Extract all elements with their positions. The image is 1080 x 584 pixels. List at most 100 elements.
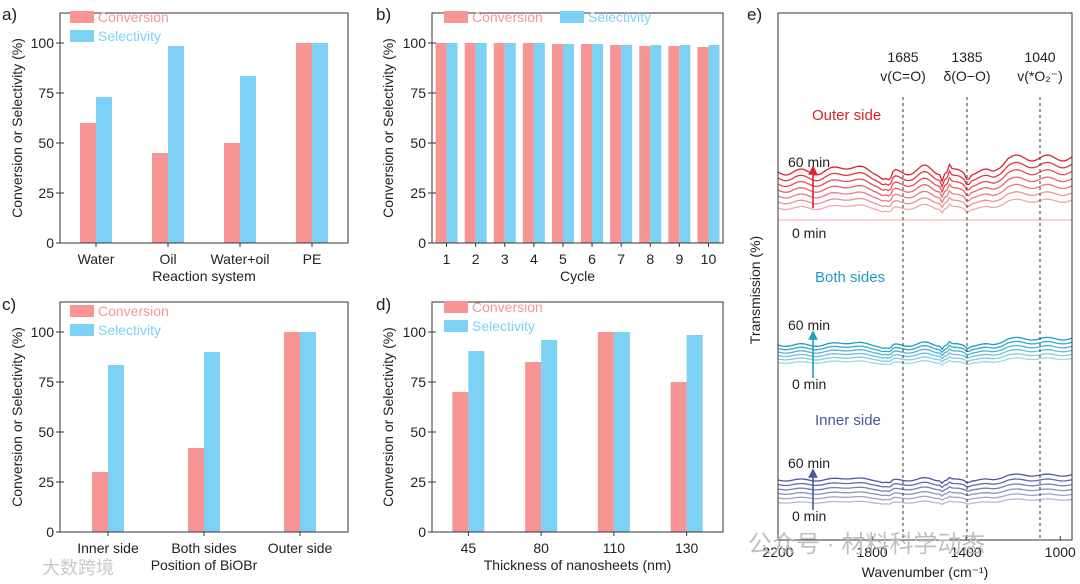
x-tick-label: 3: [501, 251, 509, 267]
spectrum-line: [777, 498, 1073, 506]
spectrum-line: [777, 340, 1073, 354]
bar-selectivity-b-9: [708, 45, 720, 243]
y-tick-label: 75: [38, 374, 54, 390]
y-tick-label: 25: [410, 474, 426, 490]
x-axis-label: Reaction system: [152, 268, 255, 284]
legend-swatch-conversion: [444, 301, 468, 313]
peak-assignment: δ(O−O): [943, 68, 990, 84]
legend-label-conversion: Conversion: [472, 9, 543, 25]
x-axis-label: Position of BiOBr: [151, 557, 258, 573]
x-tick-label: 1: [443, 251, 451, 267]
bar-selectivity-d-3: [686, 335, 703, 532]
y-tick-label: 75: [410, 374, 426, 390]
panel-label: e): [747, 5, 762, 24]
bar-selectivity-a-3: [312, 43, 328, 243]
legend-label-selectivity: Selectivity: [98, 322, 161, 338]
x-tick-label: Water: [78, 251, 115, 267]
x-axis-label: Wavenumber (cm⁻¹): [862, 564, 989, 580]
panel-label: d): [376, 295, 391, 314]
bar-conversion-d-0: [452, 392, 469, 532]
spectrum-line: [777, 169, 1073, 194]
watermark-wechat: 公众号 · 材料科学动态: [748, 531, 985, 558]
spectrum-line: [777, 478, 1073, 489]
bar-selectivity-b-0: [446, 43, 458, 243]
bar-conversion-b-1: [464, 43, 476, 243]
peak-assignment: v(*O₂⁻): [1017, 68, 1063, 84]
x-tick-label: 1000: [1045, 544, 1076, 560]
spectrum-line: [777, 183, 1073, 204]
bar-conversion-b-0: [435, 43, 447, 243]
x-tick-label: Oil: [159, 251, 176, 267]
x-tick-label: 1800: [857, 544, 888, 560]
x-tick-label: Water+oil: [210, 251, 269, 267]
panel-a: 0 25 50 75 100 Water Oil Water+oil PE Reaction sy…: [2, 5, 349, 284]
spectra-group-0: Outer side 60 min 0 min: [777, 107, 1073, 241]
bar-selectivity-b-5: [592, 44, 604, 243]
x-tick-label: 10: [701, 251, 717, 267]
bar-selectivity-c-2: [300, 332, 316, 532]
legend-swatch-selectivity: [70, 324, 94, 336]
spectrum-line: [777, 493, 1073, 501]
legend-label-conversion: Conversion: [98, 303, 169, 319]
y-axis-label: Conversion or Selectivity (%): [380, 38, 396, 218]
x-tick-label: 130: [675, 540, 699, 556]
bar-selectivity-d-1: [541, 340, 558, 532]
spectra-group-1: Both sides 60 min 0 min: [777, 269, 1073, 392]
bar-selectivity-b-3: [533, 43, 545, 243]
bar-conversion-d-3: [670, 382, 687, 532]
bar-selectivity-b-4: [562, 44, 574, 243]
x-tick-label: 80: [533, 540, 549, 556]
time-label-end: 0 min: [792, 225, 826, 241]
y-axis-label: Conversion or Selectivity (%): [9, 38, 25, 218]
bar-selectivity-c-0: [108, 365, 124, 532]
bar-conversion-d-1: [525, 362, 542, 532]
bar-selectivity-b-1: [475, 43, 487, 243]
spectrum-line: [777, 473, 1073, 485]
y-tick-label: 50: [38, 135, 54, 151]
bar-conversion-a-2: [224, 143, 240, 243]
y-tick-label: 75: [410, 85, 426, 101]
y-tick-label: 50: [410, 135, 426, 151]
x-tick-label: 45: [461, 540, 477, 556]
legend-label-selectivity: Selectivity: [588, 9, 651, 25]
x-tick-label: 7: [617, 251, 625, 267]
bar-conversion-d-2: [597, 332, 614, 532]
legend-swatch-conversion: [70, 11, 94, 23]
bar-selectivity-d-2: [613, 332, 630, 532]
y-tick-label: 0: [418, 524, 426, 540]
bar-conversion-a-3: [296, 43, 312, 243]
panel-b: 0 25 50 75 100 1 2 3 4 5 6 7 8 9 10 Cycle Conversion or …: [376, 5, 724, 284]
bar-selectivity-b-7: [650, 45, 662, 243]
x-axis-label: Cycle: [560, 268, 595, 284]
bar-conversion-b-2: [493, 43, 505, 243]
time-label-end: 0 min: [792, 508, 826, 524]
x-tick-label: 8: [646, 251, 654, 267]
x-tick-label: 2200: [762, 544, 793, 560]
x-tick-label: 6: [588, 251, 596, 267]
spectrum-line: [777, 161, 1073, 189]
y-tick-label: 0: [418, 235, 426, 251]
bar-selectivity-a-1: [168, 46, 184, 243]
legend-label-conversion: Conversion: [98, 9, 169, 25]
peak-wavenumber: 1040: [1024, 49, 1055, 65]
time-label-start: 60 min: [788, 317, 830, 333]
watermark: 公众号 · 材料科学动态 大数跨境: [42, 531, 985, 578]
y-axis-label: Conversion or Selectivity (%): [380, 327, 396, 507]
y-tick-label: 0: [46, 524, 54, 540]
bar-selectivity-b-6: [621, 45, 633, 243]
x-tick-label: 5: [559, 251, 567, 267]
panel-label: c): [2, 295, 16, 314]
legend-swatch-selectivity: [70, 30, 94, 42]
plot-frame: [431, 301, 724, 533]
bar-selectivity-d-0: [468, 351, 485, 532]
y-tick-label: 100: [403, 324, 427, 340]
time-label-end: 0 min: [792, 376, 826, 392]
y-axis-label: Transmission (%): [747, 236, 763, 344]
legend-label-conversion: Conversion: [472, 299, 543, 315]
spectrum-line: [777, 176, 1073, 199]
group-title: Both sides: [815, 269, 885, 286]
group-title: Outer side: [812, 107, 881, 124]
spectrum-line: [777, 198, 1073, 214]
